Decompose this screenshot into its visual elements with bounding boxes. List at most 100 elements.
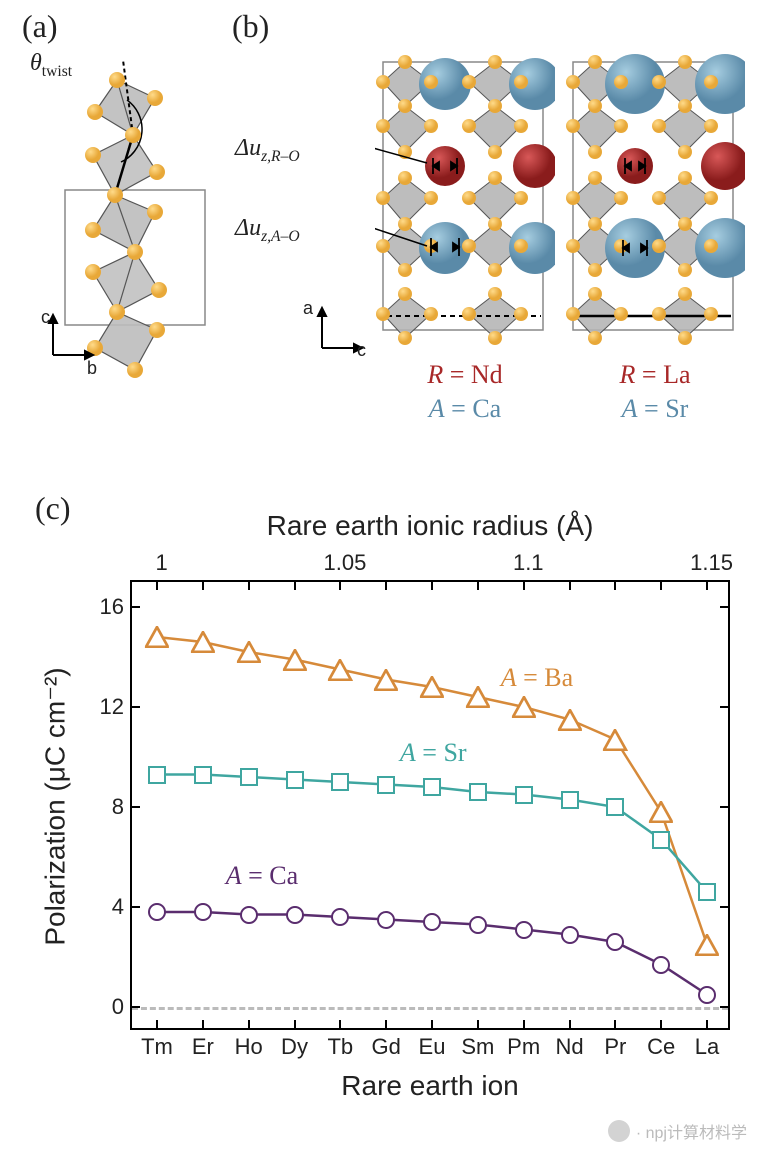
data-marker: [515, 921, 533, 939]
x-tick-top-minor: [156, 582, 158, 590]
x-tick: [431, 1020, 433, 1028]
y-tick-label: 0: [82, 994, 132, 1020]
x-tick-top-minor: [706, 582, 708, 590]
x-tick-label: Er: [192, 1028, 214, 1060]
du-ro-label: Δuz,R–O: [235, 135, 300, 166]
du-ao-label: Δuz,A–O: [235, 215, 300, 246]
x-tick-label: La: [695, 1028, 719, 1060]
data-marker: [698, 986, 716, 1004]
panel-b: Δuz,R–O Δuz,A–O a c: [245, 40, 745, 450]
x-tick-top-minor: [523, 582, 525, 590]
y-tick-label: 4: [82, 894, 132, 920]
watermark-icon: [608, 1120, 630, 1142]
data-marker: [145, 626, 169, 648]
y-tick: [720, 606, 728, 608]
x-tick: [385, 1020, 387, 1028]
data-marker: [331, 908, 349, 926]
x-tick-top-minor: [477, 582, 479, 590]
data-marker: [282, 649, 306, 671]
data-marker: [194, 766, 212, 784]
series-label: A = Sr: [400, 738, 467, 768]
struct-left-A: Ca: [472, 394, 501, 423]
x-tick: [248, 1020, 250, 1028]
x-tick-label: Tb: [327, 1028, 353, 1060]
data-marker: [698, 883, 716, 901]
data-marker: [377, 776, 395, 794]
x-tick: [477, 1020, 479, 1028]
x-tick: [569, 1020, 571, 1028]
x-tick-label: Pm: [507, 1028, 540, 1060]
x-tick: [156, 1020, 158, 1028]
structure-right: [565, 48, 745, 348]
x-tick: [706, 1020, 708, 1028]
x-top-title: Rare earth ionic radius (Å): [130, 510, 730, 542]
x-tick: [660, 1020, 662, 1028]
data-marker: [148, 766, 166, 784]
x-tick-top-minor: [614, 582, 616, 590]
x-tick-label: Gd: [371, 1028, 400, 1060]
data-marker: [237, 641, 261, 663]
struct-right-A: Sr: [665, 394, 688, 423]
y-tick-label: 12: [82, 694, 132, 720]
x-bottom-title: Rare earth ion: [130, 1070, 730, 1102]
data-marker: [603, 729, 627, 751]
y-tick-label: 8: [82, 794, 132, 820]
y-tick: [132, 906, 140, 908]
data-marker: [606, 798, 624, 816]
data-marker: [240, 768, 258, 786]
data-marker: [423, 913, 441, 931]
x-tick-label: Sm: [461, 1028, 494, 1060]
x-tick-top-minor: [294, 582, 296, 590]
plot-area: 0481216TmErHoDyTbGdEuSmPmNdPrCeLa11.051.…: [130, 580, 730, 1030]
y-tick: [720, 706, 728, 708]
structure-left: [375, 48, 555, 348]
struct-left-caption: R = Nd A = Ca: [390, 358, 540, 426]
series-label: A = Ca: [226, 861, 298, 891]
data-marker: [652, 831, 670, 849]
x-tick: [294, 1020, 296, 1028]
panel-b-axis-h: c: [357, 340, 366, 361]
x-tick-top-minor: [569, 582, 571, 590]
panel-a-axis-h: b: [87, 358, 97, 379]
panel-c-chart: Rare earth ionic radius (Å) Rare earth i…: [30, 500, 750, 1135]
x-tick-top-minor: [248, 582, 250, 590]
x-tick-label: Ho: [235, 1028, 263, 1060]
data-marker: [652, 956, 670, 974]
du-ro-sub: z,R–O: [261, 148, 300, 165]
data-marker: [512, 696, 536, 718]
x-tick-top-minor: [385, 582, 387, 590]
y-tick: [132, 1006, 140, 1008]
x-top-tick-label: 1.05: [323, 550, 366, 582]
x-tick-label: Nd: [555, 1028, 583, 1060]
struct-right-R: La: [663, 360, 690, 389]
x-tick-label: Ce: [647, 1028, 675, 1060]
lines-svg: [132, 582, 728, 1028]
data-marker: [515, 786, 533, 804]
data-marker: [469, 783, 487, 801]
y-tick: [132, 706, 140, 708]
data-marker: [377, 911, 395, 929]
data-marker: [561, 791, 579, 809]
x-tick-top-minor: [339, 582, 341, 590]
struct-left-R: Nd: [471, 360, 503, 389]
y-tick-label: 16: [82, 594, 132, 620]
data-marker: [695, 934, 719, 956]
x-tick: [339, 1020, 341, 1028]
watermark-text: · npj计算材料学: [636, 1119, 747, 1143]
x-top-tick-label: 1.15: [690, 550, 733, 582]
panel-a-axis-v: c: [41, 307, 50, 328]
x-tick-label: Tm: [141, 1028, 173, 1060]
data-marker: [469, 916, 487, 934]
series-label: A = Ba: [501, 663, 573, 693]
y-title: Polarization (μC cm⁻²): [39, 582, 72, 1032]
x-tick-top-minor: [202, 582, 204, 590]
data-marker: [328, 659, 352, 681]
panel-a: θtwist: [35, 40, 215, 425]
du-ao-sub: z,A–O: [261, 228, 300, 245]
y-tick: [720, 806, 728, 808]
x-tick: [614, 1020, 616, 1028]
data-marker: [606, 933, 624, 951]
data-marker: [466, 686, 490, 708]
x-tick-label: Dy: [281, 1028, 308, 1060]
data-marker: [561, 926, 579, 944]
